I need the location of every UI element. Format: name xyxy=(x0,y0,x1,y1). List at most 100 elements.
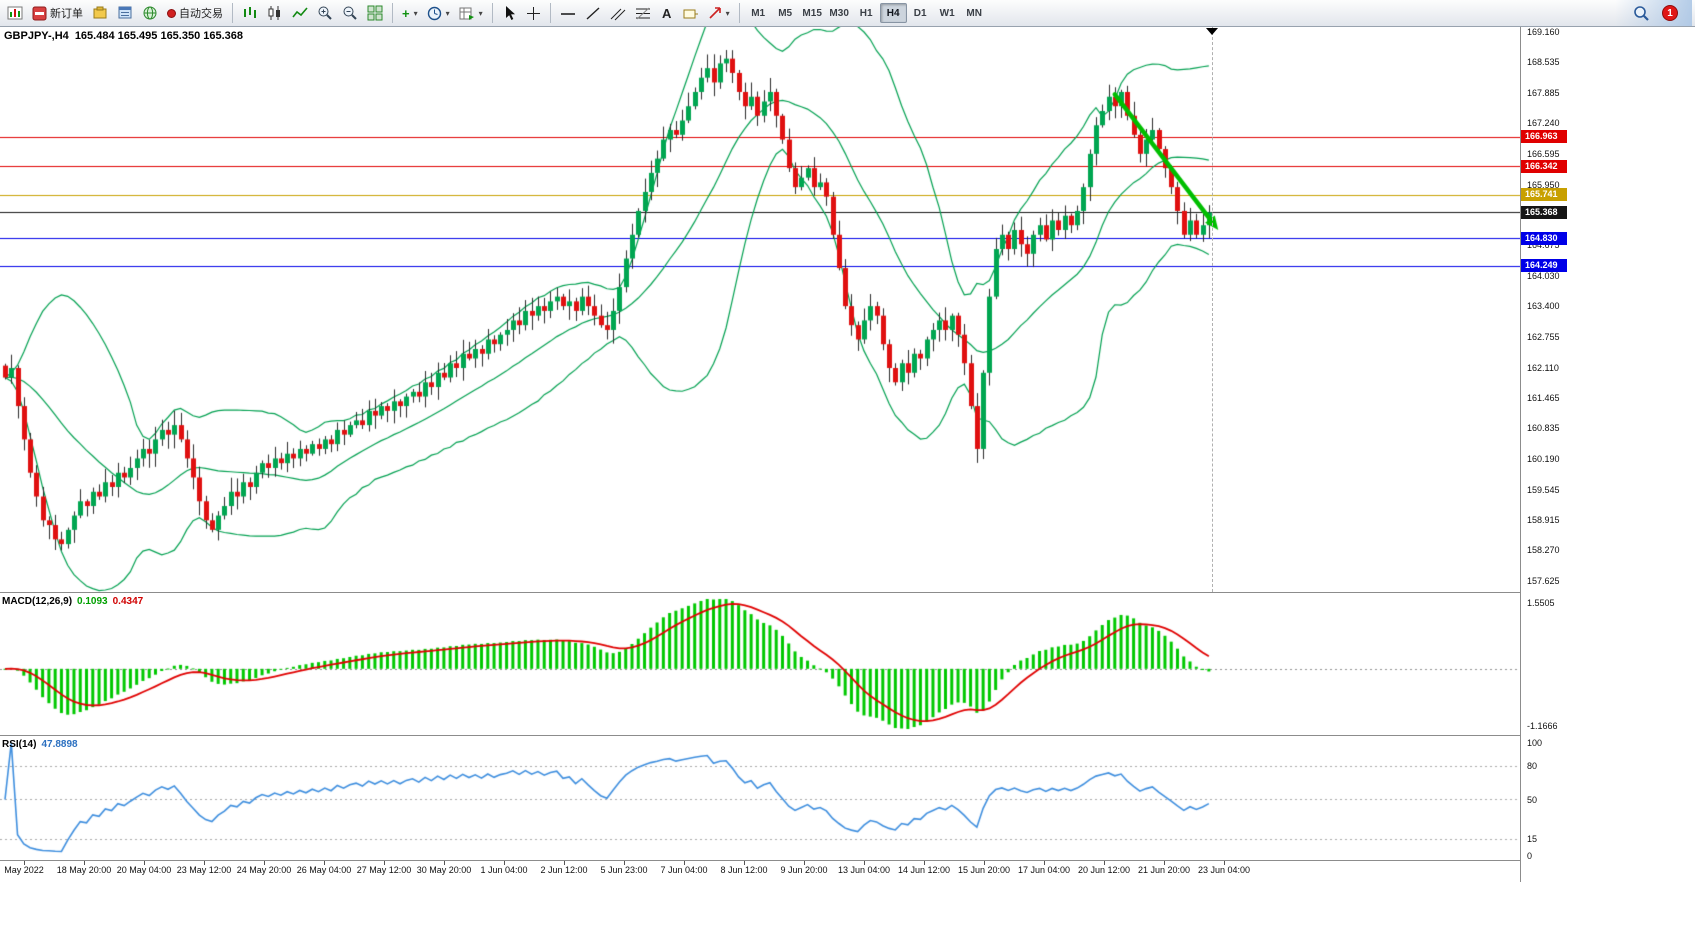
time-tick-label: 30 May 20:00 xyxy=(416,865,472,875)
new-chart-button[interactable] xyxy=(3,2,27,24)
crosshair-button[interactable] xyxy=(522,2,545,24)
time-tick-label: 9 Jun 20:00 xyxy=(780,865,828,875)
time-tick-mark xyxy=(24,861,25,865)
time-tick-label: 7 Jun 04:00 xyxy=(660,865,708,875)
time-tick-label: 14 Jun 12:00 xyxy=(897,865,951,875)
periods-button[interactable]: ▾ xyxy=(423,2,454,24)
zoom-out-button[interactable] xyxy=(338,2,362,24)
timeframe-W1[interactable]: W1 xyxy=(934,3,961,23)
fibonacci-icon xyxy=(635,7,650,19)
bar-chart-type-button[interactable] xyxy=(238,2,262,24)
fibonacci-button[interactable] xyxy=(631,2,655,24)
new-order-button[interactable]: 新订单 xyxy=(28,2,87,24)
strategy-tester-button[interactable] xyxy=(88,2,112,24)
toolbar-divider xyxy=(738,3,740,23)
time-tick-mark xyxy=(1044,861,1045,865)
time-tick-mark xyxy=(504,861,505,865)
new-order-icon xyxy=(32,6,47,20)
hline-price-badge: 164.249 xyxy=(1521,259,1567,273)
price-tick-label: 163.400 xyxy=(1527,301,1560,312)
time-tick-mark xyxy=(384,861,385,865)
horizontal-line-icon xyxy=(560,12,575,15)
hline-price-badge: 166.963 xyxy=(1521,130,1567,144)
toolbar-divider xyxy=(232,3,233,23)
search-button[interactable] xyxy=(1629,2,1654,24)
price-tick-label: 164.675 xyxy=(1527,240,1560,251)
price-tick-label: 161.465 xyxy=(1527,393,1560,404)
candlestick-chart-type-button[interactable] xyxy=(263,2,287,24)
trendline-button[interactable] xyxy=(581,2,605,24)
price-tick-label: 157.625 xyxy=(1527,576,1560,586)
auto-trading-button[interactable]: 自动交易 xyxy=(163,2,227,24)
macd-signal-value: 0.4347 xyxy=(112,596,144,607)
pane-separator[interactable] xyxy=(0,592,1695,593)
hline-price-badge: 164.830 xyxy=(1521,231,1567,245)
time-tick-label: May 2022 xyxy=(4,865,44,875)
timeframe-group: M1 M5 M15 M30 H1 H4 D1 W1 MN xyxy=(745,3,988,24)
time-tick-mark xyxy=(624,861,625,865)
zoom-out-icon xyxy=(343,6,357,20)
zoom-in-button[interactable] xyxy=(313,2,337,24)
time-tick-mark xyxy=(924,861,925,865)
chart-title: GBPJPY-,H4 165.484 165.495 165.350 165.36… xyxy=(4,30,249,42)
price-tick-label: 162.755 xyxy=(1527,331,1560,342)
rsi-pane-canvas[interactable] xyxy=(0,736,1520,860)
globe-icon xyxy=(143,6,157,20)
line-chart-icon xyxy=(292,7,308,18)
shift-marker-icon xyxy=(1206,28,1218,35)
price-tick-label: 167.240 xyxy=(1527,118,1560,129)
equidistant-channel-button[interactable] xyxy=(606,2,630,24)
auto-trading-label: 自动交易 xyxy=(179,8,223,20)
arrows-tool-button[interactable]: ▾ xyxy=(704,2,734,24)
indicator-plus-icon: + xyxy=(402,5,410,21)
time-tick-label: 24 May 20:00 xyxy=(236,865,292,875)
indicators-button[interactable]: + ▾ xyxy=(398,2,422,24)
macd-pane-canvas[interactable] xyxy=(0,593,1520,735)
timeframe-MN[interactable]: MN xyxy=(961,3,988,23)
time-tick-mark xyxy=(444,861,445,865)
timeframe-H4[interactable]: H4 xyxy=(879,3,907,24)
time-tick-mark xyxy=(804,861,805,865)
chevron-down-icon: ▾ xyxy=(445,8,450,18)
time-tick-label: 20 May 04:00 xyxy=(116,865,172,875)
tile-windows-button[interactable] xyxy=(363,2,387,24)
timeframe-M1[interactable]: M1 xyxy=(745,3,772,23)
crosshair-icon xyxy=(526,6,540,20)
current-price-badge: 165.368 xyxy=(1521,205,1567,219)
time-tick-mark xyxy=(564,861,565,865)
rsi-scale-label: 80 xyxy=(1527,760,1538,771)
text-tool-button[interactable]: A xyxy=(656,2,678,24)
new-chart-icon xyxy=(7,6,23,20)
templates-button[interactable]: ▾ xyxy=(455,2,487,24)
timeframe-H1[interactable]: H1 xyxy=(853,3,880,23)
timeframe-M5[interactable]: M5 xyxy=(772,3,799,23)
ohlc-values: 165.484 165.495 165.350 165.368 xyxy=(74,30,244,42)
notifications-badge[interactable]: 1 xyxy=(1662,5,1678,21)
mql5-community-button[interactable] xyxy=(138,2,162,24)
macd-scale-bottom: -1.1666 xyxy=(1527,721,1558,731)
data-window-button[interactable] xyxy=(113,2,137,24)
time-axis[interactable]: May 2022 18 May 20:00 20 May 04:00 23 May 1… xyxy=(0,861,1520,881)
text-label-button[interactable] xyxy=(679,2,703,24)
timeframe-M30[interactable]: M30 xyxy=(826,3,853,23)
time-tick-label: 27 May 12:00 xyxy=(356,865,412,875)
price-tick-label: 168.535 xyxy=(1527,56,1560,67)
cursor-button[interactable] xyxy=(498,2,521,24)
time-tick-mark xyxy=(1164,861,1165,865)
horizontal-line-button[interactable] xyxy=(556,2,580,24)
time-tick-label: 17 Jun 04:00 xyxy=(1017,865,1071,875)
toolbar: 新订单 自动交易 xyxy=(0,0,1695,27)
rsi-scale-label: 100 xyxy=(1527,738,1543,748)
timeframe-D1[interactable]: D1 xyxy=(907,3,934,23)
pane-separator[interactable] xyxy=(0,735,1695,736)
timeframe-M15[interactable]: M15 xyxy=(799,3,826,23)
price-axis[interactable]: 1.5505 -1.1666 169.160 168.535 167.885 167.… xyxy=(1520,27,1695,882)
line-chart-type-button[interactable] xyxy=(288,2,312,24)
time-tick-mark xyxy=(744,861,745,865)
main-chart-canvas[interactable] xyxy=(0,27,1520,592)
price-tick-label: 164.030 xyxy=(1527,271,1560,282)
time-tick-label: 23 Jun 04:00 xyxy=(1197,865,1251,875)
chevron-down-icon: ▾ xyxy=(478,8,483,18)
new-order-label: 新订单 xyxy=(50,8,83,20)
rsi-scale-label: 50 xyxy=(1527,794,1538,805)
